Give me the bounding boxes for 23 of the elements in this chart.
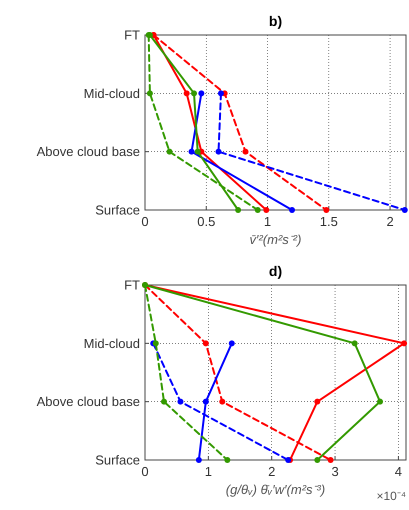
x-axis-title: v̄′²(m²s⁻²) (250, 232, 302, 247)
chart-title: d) (268, 263, 282, 279)
y-tick-label: FT (124, 278, 140, 293)
x-tick-label: 2 (268, 464, 276, 479)
x-tick-label: 1.5 (320, 214, 338, 229)
y-tick-label: Surface (95, 202, 140, 218)
x-tick-label: 0 (141, 214, 149, 229)
x-tick-label: 0.5 (197, 214, 216, 229)
x-tick-label: 0 (141, 464, 149, 479)
x-tick-label: 3 (331, 464, 339, 479)
y-tick-label: Surface (95, 452, 140, 468)
x-tick-label: 4 (394, 464, 402, 479)
y-tick-label: FT (124, 28, 140, 43)
chart-title: b) (268, 13, 282, 29)
text: ×10⁻⁴ (376, 489, 406, 503)
x-tick-label: 1 (264, 214, 272, 229)
y-tick-label: Mid-cloud (84, 86, 140, 101)
y-tick-label: Above cloud base (36, 144, 140, 160)
y-tick-label: Mid-cloud (84, 336, 140, 351)
x-tick-label: 1 (204, 464, 212, 479)
y-tick-label: Above cloud base (36, 394, 140, 410)
x-axis-title: (g/θᵥ) θ̄ᵥ′w′(m²s⁻³) (226, 482, 326, 497)
x-tick-label: 2 (386, 214, 394, 229)
